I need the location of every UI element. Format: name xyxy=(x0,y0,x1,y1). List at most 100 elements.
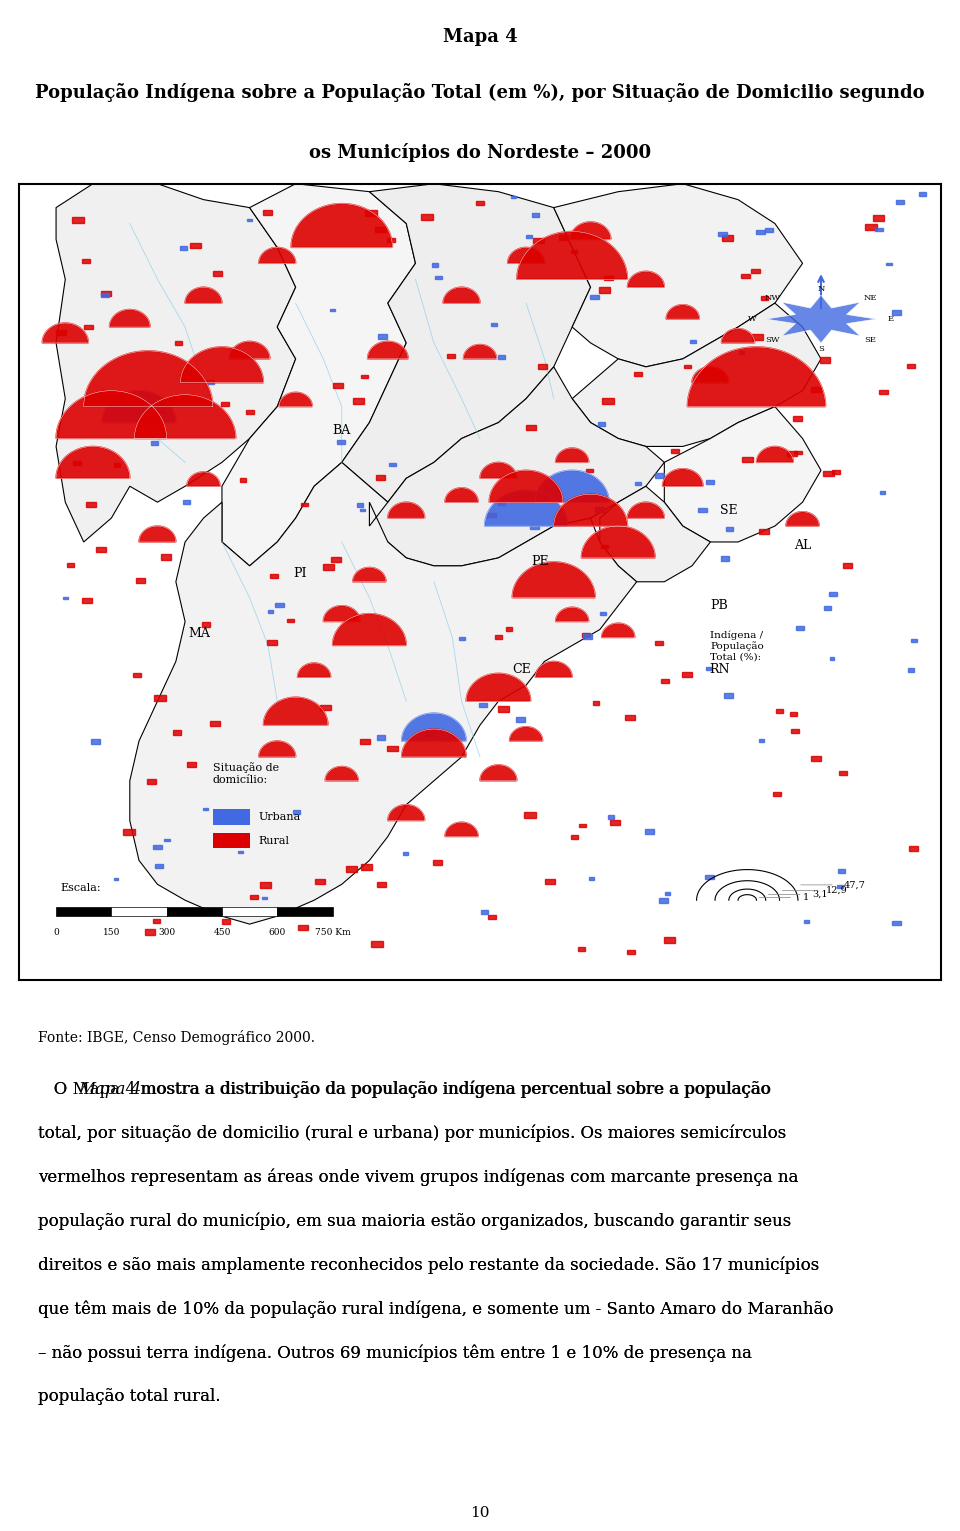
Bar xyxy=(625,715,635,720)
Bar xyxy=(595,507,604,511)
Bar xyxy=(530,525,539,530)
Bar xyxy=(387,746,398,752)
Bar xyxy=(488,914,495,919)
Bar xyxy=(824,606,831,609)
Polygon shape xyxy=(490,470,563,502)
Bar xyxy=(432,263,438,266)
Bar xyxy=(660,899,667,902)
Bar xyxy=(570,250,578,253)
Polygon shape xyxy=(342,184,590,502)
Polygon shape xyxy=(213,833,250,848)
Bar xyxy=(160,554,172,560)
Bar xyxy=(498,355,505,358)
Text: 300: 300 xyxy=(158,928,176,937)
Bar xyxy=(579,824,586,827)
Polygon shape xyxy=(102,390,176,423)
Polygon shape xyxy=(167,906,222,916)
Bar xyxy=(742,456,753,462)
Polygon shape xyxy=(464,344,496,358)
Bar xyxy=(154,845,161,848)
Bar xyxy=(601,545,609,548)
Bar xyxy=(820,357,829,363)
Polygon shape xyxy=(508,248,544,263)
Bar xyxy=(829,591,837,596)
Bar xyxy=(635,482,641,485)
Polygon shape xyxy=(485,490,567,527)
Polygon shape xyxy=(56,447,130,478)
Bar xyxy=(63,597,68,599)
Polygon shape xyxy=(445,822,478,836)
Text: que têm mais de 10% da população rural indígena, e somente um - Santo Amaro do M: que têm mais de 10% da população rural i… xyxy=(38,1301,834,1318)
Bar xyxy=(724,694,733,698)
Text: SE: SE xyxy=(864,337,876,344)
Bar xyxy=(323,565,334,570)
Polygon shape xyxy=(554,495,628,527)
Polygon shape xyxy=(213,808,250,825)
Bar xyxy=(498,706,509,712)
Polygon shape xyxy=(332,614,406,646)
Bar xyxy=(447,354,455,358)
Bar xyxy=(525,234,532,239)
Bar xyxy=(330,309,335,311)
Bar xyxy=(645,830,654,834)
Text: vermelhos representam as áreas onde vivem grupos indígenas com marcante presença: vermelhos representam as áreas onde vive… xyxy=(38,1168,799,1187)
Bar xyxy=(671,449,679,453)
Bar xyxy=(804,920,808,923)
Bar xyxy=(907,364,915,367)
Bar xyxy=(123,830,134,836)
Bar xyxy=(839,772,847,775)
Bar xyxy=(365,210,377,216)
Bar xyxy=(718,231,727,236)
Bar xyxy=(759,739,764,743)
Text: que têm mais de 10% da população rural indígena, e somente um - Santo Amaro do M: que têm mais de 10% da população rural i… xyxy=(38,1301,834,1318)
Bar xyxy=(741,274,750,279)
Bar xyxy=(476,201,484,205)
Text: População Indígena sobre a População Total (em %), por Situação de Domicilio seg: População Indígena sobre a População Tot… xyxy=(36,83,924,101)
Text: mostra a distribuição da população indígena percentual sobre a população: mostra a distribuição da população indíg… xyxy=(135,1081,771,1098)
Bar xyxy=(578,948,585,951)
Bar xyxy=(590,294,599,299)
Bar xyxy=(608,816,614,819)
Bar xyxy=(524,811,536,818)
Text: Situação de
domicílio:: Situação de domicílio: xyxy=(213,762,278,785)
Polygon shape xyxy=(766,295,876,343)
Polygon shape xyxy=(325,767,358,781)
Bar xyxy=(180,246,187,250)
Bar xyxy=(583,634,592,638)
Bar xyxy=(268,611,273,612)
Bar xyxy=(774,792,780,796)
Bar xyxy=(263,210,272,214)
Polygon shape xyxy=(467,674,531,701)
Bar xyxy=(247,410,254,413)
Bar xyxy=(82,259,90,263)
Polygon shape xyxy=(56,390,167,438)
Polygon shape xyxy=(664,407,821,542)
Bar xyxy=(589,877,594,880)
Bar xyxy=(102,291,111,297)
Text: NE: NE xyxy=(863,294,876,302)
Text: 47,7: 47,7 xyxy=(844,880,866,890)
Polygon shape xyxy=(130,462,636,925)
Polygon shape xyxy=(180,348,263,383)
Polygon shape xyxy=(556,449,588,462)
Polygon shape xyxy=(134,395,236,438)
Polygon shape xyxy=(687,348,826,407)
Bar xyxy=(843,563,852,568)
Text: SW: SW xyxy=(765,337,780,344)
Bar xyxy=(811,756,821,761)
Text: 3,1: 3,1 xyxy=(812,890,828,899)
Bar xyxy=(516,717,525,721)
Polygon shape xyxy=(259,741,296,756)
Bar xyxy=(878,389,888,395)
Bar xyxy=(203,808,207,810)
Text: Escala:: Escala: xyxy=(60,883,102,893)
Polygon shape xyxy=(786,511,819,527)
Bar xyxy=(892,920,900,925)
Bar xyxy=(248,219,252,220)
Bar xyxy=(506,628,513,631)
Polygon shape xyxy=(111,906,167,916)
Polygon shape xyxy=(666,305,699,318)
Text: Mapa 4: Mapa 4 xyxy=(443,28,517,46)
Bar xyxy=(491,323,497,326)
Polygon shape xyxy=(56,906,111,916)
